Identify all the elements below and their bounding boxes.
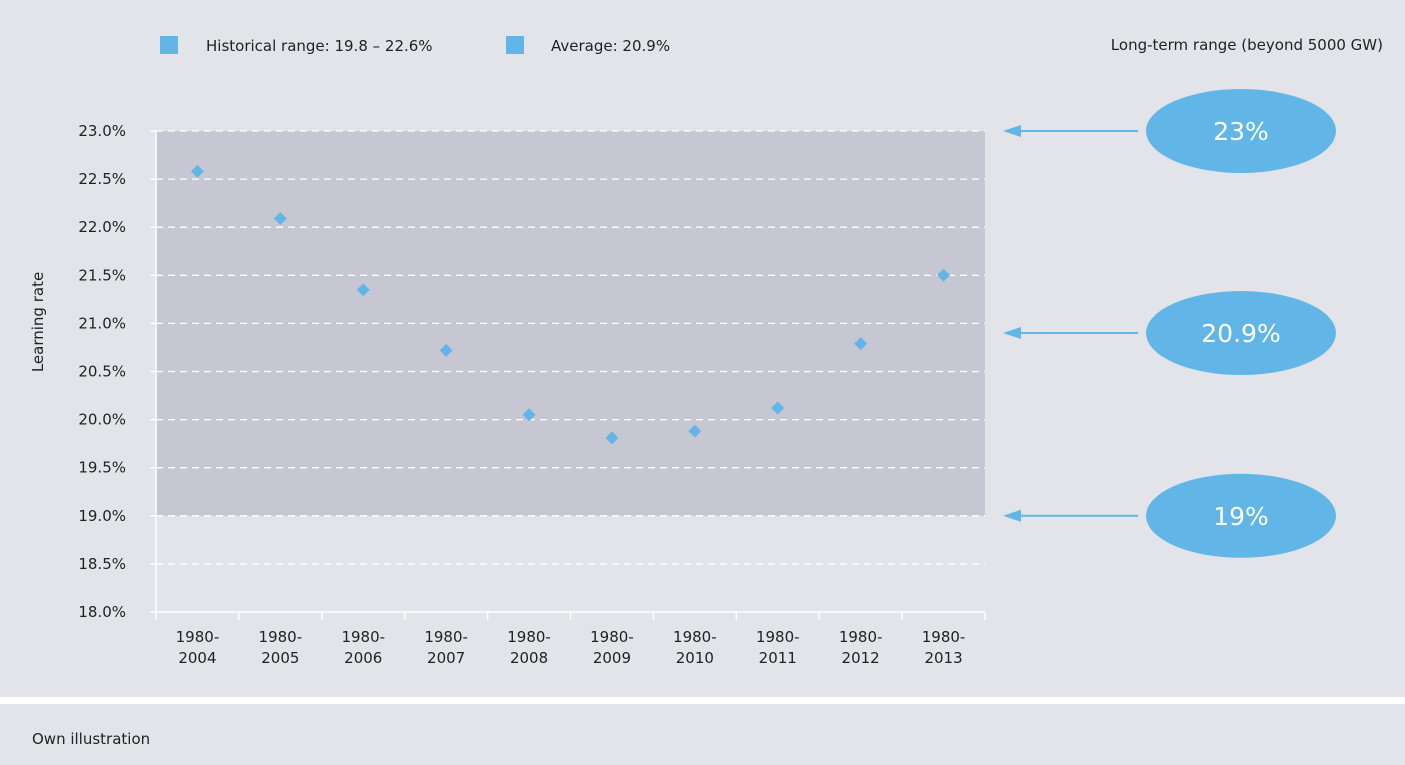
x-tick-label: 1980-2008: [507, 628, 551, 667]
y-tick-label: 22.5%: [78, 170, 126, 188]
y-tick-label: 21.0%: [78, 314, 126, 332]
data-points: [190, 164, 951, 445]
x-tick-label: 1980-2005: [259, 628, 303, 667]
source-note: Own illustration: [32, 730, 151, 748]
x-tick-label: 1980-2009: [590, 628, 634, 667]
grid-lines: [156, 130, 985, 565]
y-tick-label: 19.0%: [78, 507, 126, 525]
x-tick-label: 1980-2011: [756, 628, 800, 667]
data-point: [522, 408, 536, 422]
data-point: [190, 164, 204, 178]
y-tick-label: 20.0%: [78, 411, 126, 429]
data-point: [605, 431, 619, 445]
data-point: [356, 283, 370, 297]
y-tick-labels: 18.0% 18.5% 19.0% 19.5% 20.0% 20.5% 21.0% 21.5%…: [78, 122, 126, 621]
long-term-arrow-head: [1003, 509, 1021, 522]
footer: Own illustration: [0, 704, 1405, 765]
y-tick-label: 19.5%: [78, 459, 126, 477]
x-tick-label: 1980-2004: [176, 628, 220, 667]
data-point: [854, 337, 868, 351]
long-term-arrow-head: [1003, 125, 1021, 137]
data-point: [688, 424, 702, 438]
y-tick-label: 20.5%: [78, 363, 126, 381]
y-tick-label: 23.0%: [78, 122, 126, 140]
data-point: [439, 343, 453, 357]
learning-rate-chart: Historical range: 19.8 – 22.6% Average: …: [29, 36, 1336, 667]
legend-label-average: Average: 20.9%: [551, 37, 670, 55]
axes: [150, 130, 986, 620]
y-tick-label: 18.5%: [78, 555, 126, 573]
long-term-bubble-label: 19%: [1213, 502, 1269, 531]
data-point: [937, 268, 951, 282]
legend-swatch-historical: [160, 36, 178, 54]
y-tick-label: 18.0%: [78, 603, 126, 621]
y-tick-label: 21.5%: [78, 266, 126, 284]
legend-label-historical: Historical range: 19.8 – 22.6%: [206, 37, 433, 55]
long-term-bubble-label: 20.9%: [1201, 319, 1280, 348]
x-tick-label: 1980-2006: [341, 628, 385, 667]
data-point: [273, 212, 287, 226]
long-term-bubbles: 23% 20.9% 19%: [1146, 89, 1336, 558]
long-term-bubble: [1146, 89, 1336, 173]
data-point: [771, 401, 785, 415]
long-term-bubble-label: 23%: [1213, 117, 1269, 146]
x-tick-label: 1980-2007: [424, 628, 468, 667]
y-axis-label: Learning rate: [29, 272, 47, 372]
long-term-bubble: [1146, 291, 1336, 376]
x-tick-labels: 1980-2004 1980-2005 1980-2006 1980-2007 1980…: [176, 628, 966, 667]
x-tick-label: 1980-2010: [673, 628, 717, 667]
y-tick-label: 22.0%: [78, 218, 126, 236]
legend-swatch-average: [506, 36, 524, 54]
long-term-arrow-head: [1003, 327, 1021, 340]
long-term-range-label: Long-term range (beyond 5000 GW): [1110, 36, 1383, 54]
long-term-bubble: [1146, 473, 1336, 558]
long-term-arrows: [1003, 125, 1138, 522]
x-tick-label: 1980-2012: [839, 628, 883, 667]
x-tick-label: 1980-2013: [922, 628, 966, 667]
